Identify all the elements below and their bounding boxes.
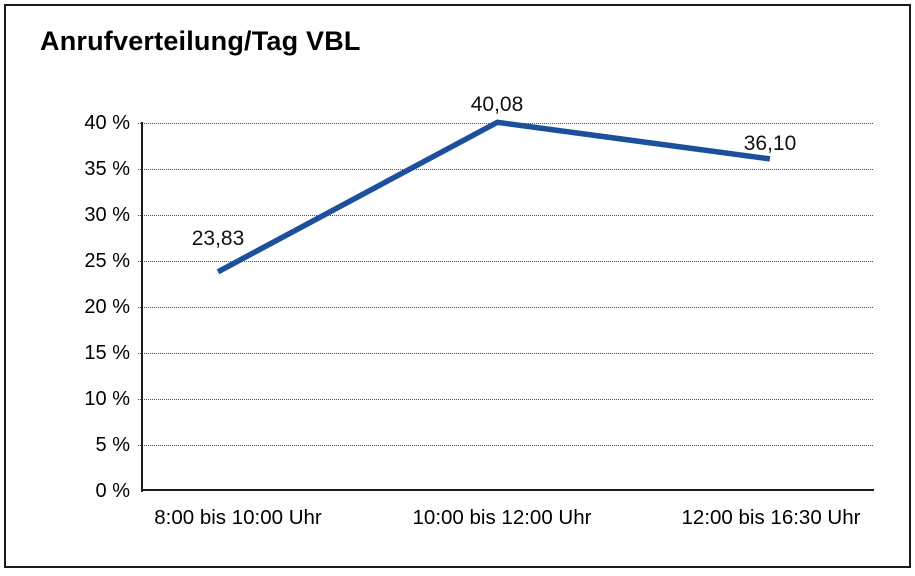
chart-title: Anrufverteilung/Tag VBL [40, 26, 361, 56]
series-line [216, 119, 771, 275]
chart-frame-border [4, 4, 911, 568]
